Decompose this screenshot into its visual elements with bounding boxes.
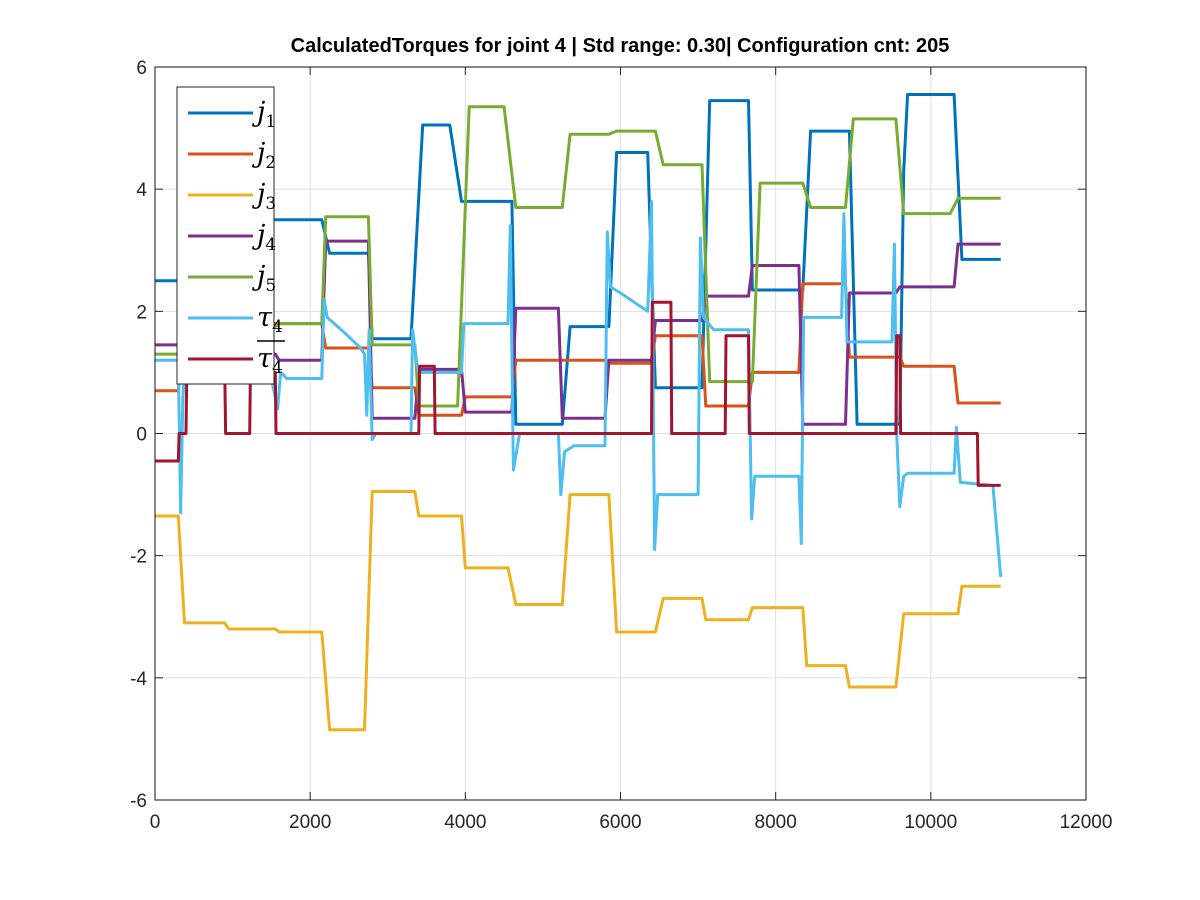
y-tick-label-6: 6 (136, 58, 147, 79)
x-tick-label-1: 2000 (289, 812, 331, 833)
x-tick-label-5: 10000 (904, 812, 957, 833)
x-tick-label-3: 6000 (599, 812, 641, 833)
y-tick-label-3: 0 (136, 425, 147, 446)
ticks: 0 2000 4000 6000 8000 10000 12000 -6 -4 -2 0 2 4 6 (130, 58, 1112, 833)
series-line-6 (155, 199, 1003, 578)
chart-title: CalculatedTorques for joint 4 | Std rang… (291, 35, 950, 57)
y-tick-label-5: 4 (136, 180, 147, 201)
y-tick-label-1: -4 (130, 669, 147, 690)
series-lines (155, 93, 1003, 732)
series-line-5 (155, 105, 1001, 408)
y-tick-label-0: -6 (130, 791, 147, 812)
series-line-1 (155, 93, 1001, 426)
x-tick-label-4: 8000 (755, 812, 797, 833)
series-line-3 (155, 490, 1001, 732)
y-tick-label-4: 2 (136, 302, 147, 323)
x-tick-label-0: 0 (150, 812, 161, 833)
y-tick-label-2: -2 (130, 547, 147, 568)
x-tick-label-6: 12000 (1060, 812, 1113, 833)
x-tick-label-2: 4000 (444, 812, 486, 833)
